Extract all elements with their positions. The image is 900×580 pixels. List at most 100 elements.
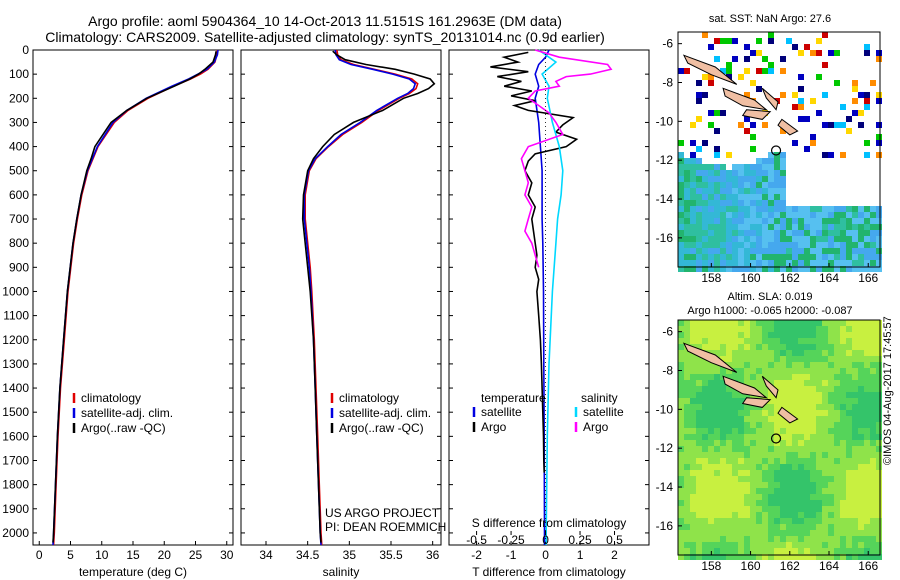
- sla-pixel: [702, 362, 708, 368]
- sla-pixel: [846, 554, 852, 560]
- sla-pixel: [816, 422, 822, 428]
- sla-pixel: [816, 392, 822, 398]
- differences-xtick-label: 2: [611, 548, 618, 562]
- sst-pixel: [798, 242, 804, 248]
- sla-pixel: [726, 524, 732, 530]
- sst-pixel: [870, 224, 876, 230]
- sst-pixel: [690, 182, 696, 188]
- sla-pixel: [846, 386, 852, 392]
- sla-xtick-label: 160: [741, 559, 761, 573]
- sla-pixel: [792, 434, 798, 440]
- sla-ytick-label: -10: [656, 402, 674, 416]
- sla-pixel: [774, 518, 780, 524]
- sla-pixel: [792, 320, 798, 326]
- sst-pixel: [744, 44, 750, 50]
- sla-pixel: [846, 524, 852, 530]
- sla-pixel: [786, 452, 792, 458]
- sla-pixel: [828, 488, 834, 494]
- sst-pixel: [750, 122, 756, 128]
- sla-pixel: [744, 512, 750, 518]
- sla-pixel: [804, 458, 810, 464]
- sla-pixel: [852, 488, 858, 494]
- sla-pixel: [696, 464, 702, 470]
- sla-pixel: [738, 332, 744, 338]
- sla-pixel: [852, 506, 858, 512]
- sla-pixel: [876, 476, 882, 482]
- sla-pixel: [858, 458, 864, 464]
- sla-pixel: [756, 530, 762, 536]
- sst-pixel: [738, 212, 744, 218]
- sla-pixel: [774, 488, 780, 494]
- sst-pixel: [780, 254, 786, 260]
- sst-pixel: [864, 242, 870, 248]
- sla-pixel: [738, 494, 744, 500]
- sla-pixel: [684, 464, 690, 470]
- sla-pixel: [768, 326, 774, 332]
- sst-pixel: [690, 122, 696, 128]
- sla-pixel: [732, 398, 738, 404]
- sla-pixel: [750, 416, 756, 422]
- sst-pixel: [708, 110, 714, 116]
- sst-pixel: [762, 260, 768, 266]
- temperature-series-climatology: [52, 49, 219, 546]
- sla-pixel: [744, 332, 750, 338]
- sla-pixel: [708, 326, 714, 332]
- sla-pixel: [678, 416, 684, 422]
- sla-pixel: [768, 434, 774, 440]
- sla-pixel: [798, 554, 804, 560]
- sst-pixel: [750, 242, 756, 248]
- sla-pixel: [720, 368, 726, 374]
- sst-pixel: [816, 110, 822, 116]
- sst-pixel: [864, 50, 870, 56]
- sst-pixel: [768, 230, 774, 236]
- sla-pixel: [696, 332, 702, 338]
- sla-pixel: [852, 458, 858, 464]
- sla-pixel: [774, 422, 780, 428]
- sla-pixel: [738, 326, 744, 332]
- sla-pixel: [702, 500, 708, 506]
- sla-pixel: [858, 386, 864, 392]
- sla-pixel: [870, 344, 876, 350]
- sla-pixel: [822, 362, 828, 368]
- sst-pixel: [744, 248, 750, 254]
- sst-pixel: [792, 218, 798, 224]
- sst-pixel: [744, 212, 750, 218]
- sla-pixel: [744, 530, 750, 536]
- sla-pixel: [690, 344, 696, 350]
- sst-pixel: [684, 176, 690, 182]
- sla-pixel: [846, 476, 852, 482]
- sla-pixel: [702, 470, 708, 476]
- sla-pixel: [720, 464, 726, 470]
- sla-pixel: [792, 506, 798, 512]
- sst-xtick-label: 158: [701, 271, 721, 285]
- sla-pixel: [870, 422, 876, 428]
- sla-pixel: [792, 530, 798, 536]
- sst-pixel: [858, 254, 864, 260]
- sla-pixel: [834, 398, 840, 404]
- sla-pixel: [858, 476, 864, 482]
- sla-pixel: [822, 380, 828, 386]
- sla-pixel: [786, 536, 792, 542]
- sla-pixel: [798, 392, 804, 398]
- sla-pixel: [768, 332, 774, 338]
- sla-pixel: [864, 446, 870, 452]
- sst-pixel: [762, 194, 768, 200]
- sla-pixel: [822, 404, 828, 410]
- sla-pixel: [726, 476, 732, 482]
- sla-pixel: [798, 410, 804, 416]
- sla-pixel: [774, 476, 780, 482]
- sla-pixel: [702, 326, 708, 332]
- sla-pixel: [708, 344, 714, 350]
- sst-pixel: [822, 212, 828, 218]
- sst-pixel: [684, 212, 690, 218]
- sst-pixel: [768, 182, 774, 188]
- sla-pixel: [768, 488, 774, 494]
- sst-pixel: [780, 170, 786, 176]
- sst-pixel: [768, 188, 774, 194]
- sst-pixel: [870, 212, 876, 218]
- sla-pixel: [762, 524, 768, 530]
- sla-pixel: [840, 392, 846, 398]
- sst-pixel: [810, 260, 816, 266]
- sst-pixel: [750, 98, 756, 104]
- sst-pixel: [858, 110, 864, 116]
